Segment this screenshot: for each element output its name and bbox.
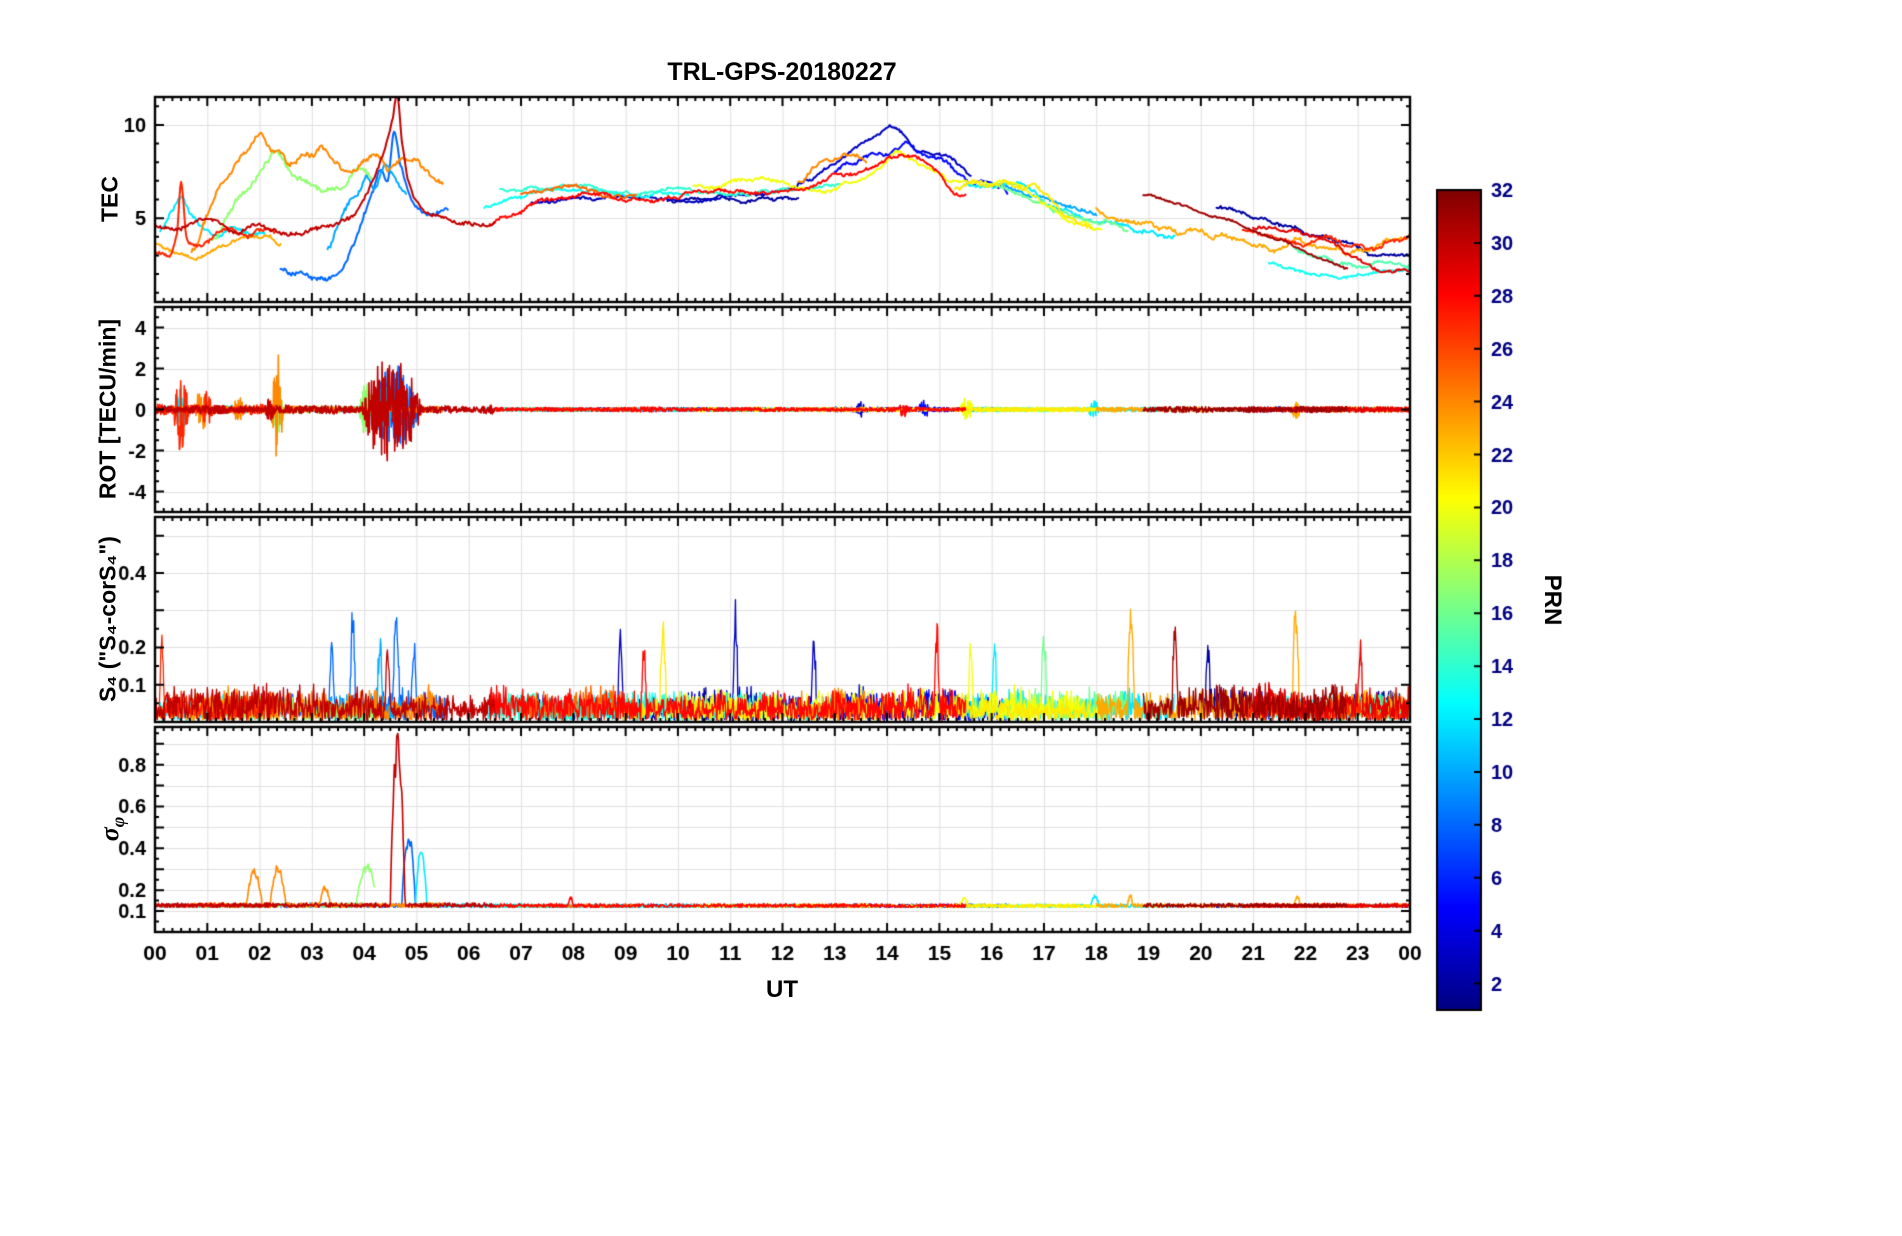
ylabel-tec: TEC: [96, 176, 123, 222]
chart-title: TRL-GPS-20180227: [667, 58, 897, 86]
ylabel-sigma-phi: σφ: [95, 817, 129, 842]
ylabel-rot: ROT [TECU/min]: [94, 318, 121, 500]
phi-subscript: φ: [108, 816, 129, 828]
sigma-symbol: σ: [94, 827, 124, 842]
ylabel-s4: S₄ ("S₄-corS₄"): [94, 536, 121, 702]
colorbar-label-prn: PRN: [1539, 574, 1566, 626]
xlabel-ut: UT: [766, 976, 798, 1003]
